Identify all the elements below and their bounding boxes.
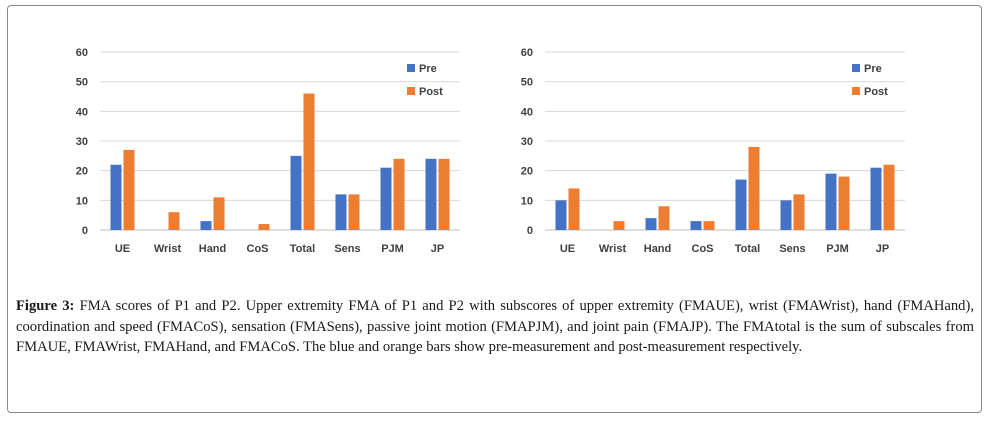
bar-post-wrist	[168, 212, 180, 230]
y-tick-label: 30	[521, 136, 533, 148]
bar-post-jp	[883, 164, 895, 230]
bar-pre-ue	[555, 200, 567, 230]
x-tick-label: CoS	[247, 243, 269, 255]
x-tick-label: Hand	[199, 243, 227, 255]
y-tick-label: 20	[521, 166, 533, 178]
x-tick-label: Total	[290, 243, 315, 255]
bar-pre-jp	[870, 167, 882, 230]
y-tick-label: 0	[82, 225, 88, 237]
bar-post-sens	[348, 194, 360, 230]
bar-pre-jp	[425, 158, 437, 230]
x-tick-label: Wrist	[599, 243, 627, 255]
y-tick-label: 30	[76, 136, 88, 148]
bar-post-hand	[213, 197, 225, 230]
bar-pre-cos	[690, 221, 702, 230]
legend-swatch-pre	[852, 64, 860, 72]
bar-pre-pjm	[380, 167, 392, 230]
bar-pre-hand	[200, 221, 212, 230]
figure-caption: Figure 3: FMA scores of P1 and P2. Upper…	[16, 296, 974, 358]
y-tick-label: 10	[521, 195, 533, 207]
figure-frame	[7, 5, 982, 413]
bar-post-total	[748, 146, 760, 230]
y-tick-label: 20	[76, 166, 88, 178]
bar-pre-pjm	[825, 173, 837, 230]
bar-post-hand	[658, 206, 670, 230]
bar-post-ue	[123, 149, 135, 230]
y-tick-label: 0	[527, 225, 533, 237]
caption-label: Figure 3:	[16, 298, 75, 314]
x-tick-label: JP	[431, 243, 444, 255]
x-tick-label: PJM	[381, 243, 404, 255]
legend-label-post: Post	[864, 86, 888, 98]
y-tick-label: 40	[76, 106, 88, 118]
caption-text: FMA scores of P1 and P2. Upper extremity…	[16, 298, 974, 355]
bar-post-cos	[703, 221, 715, 230]
bar-pre-total	[735, 179, 747, 230]
bar-post-sens	[793, 194, 805, 230]
y-tick-label: 50	[521, 77, 533, 89]
x-tick-label: Wrist	[154, 243, 182, 255]
bar-pre-ue	[110, 164, 122, 230]
x-tick-label: UE	[115, 243, 130, 255]
legend-swatch-pre	[407, 64, 415, 72]
bar-post-cos	[258, 224, 270, 230]
legend-label-pre: Pre	[864, 63, 882, 75]
chart-p1: 0 10 20 30 40 50 60 UE Wrist Hand CoS Total Sens PJM J…	[76, 47, 460, 255]
legend-label-post: Post	[419, 86, 443, 98]
x-tick-label: Sens	[334, 243, 360, 255]
legend-swatch-post	[407, 87, 415, 95]
bar-post-pjm	[838, 176, 850, 230]
bar-post-ue	[568, 188, 580, 230]
y-tick-label: 40	[521, 106, 533, 118]
legend-label-pre: Pre	[419, 63, 437, 75]
bar-post-total	[303, 93, 315, 231]
bar-pre-sens	[335, 194, 347, 230]
y-tick-label: 60	[521, 47, 533, 59]
y-tick-label: 50	[76, 77, 88, 89]
bar-post-pjm	[393, 158, 405, 230]
chart-p2: 0 10 20 30 40 50 60 UE Wrist Hand CoS Total Sens PJM J…	[521, 47, 905, 255]
x-tick-label: JP	[876, 243, 889, 255]
bar-post-jp	[438, 158, 450, 230]
x-tick-label: Total	[735, 243, 760, 255]
x-tick-label: Sens	[779, 243, 805, 255]
x-tick-label: UE	[560, 243, 575, 255]
x-tick-label: Hand	[644, 243, 672, 255]
bar-pre-sens	[780, 200, 792, 230]
x-tick-label: PJM	[826, 243, 849, 255]
bar-post-wrist	[613, 221, 625, 230]
bar-pre-total	[290, 155, 302, 230]
y-tick-label: 10	[76, 195, 88, 207]
bar-pre-hand	[645, 218, 657, 230]
legend-swatch-post	[852, 87, 860, 95]
y-tick-label: 60	[76, 47, 88, 59]
x-tick-label: CoS	[692, 243, 714, 255]
